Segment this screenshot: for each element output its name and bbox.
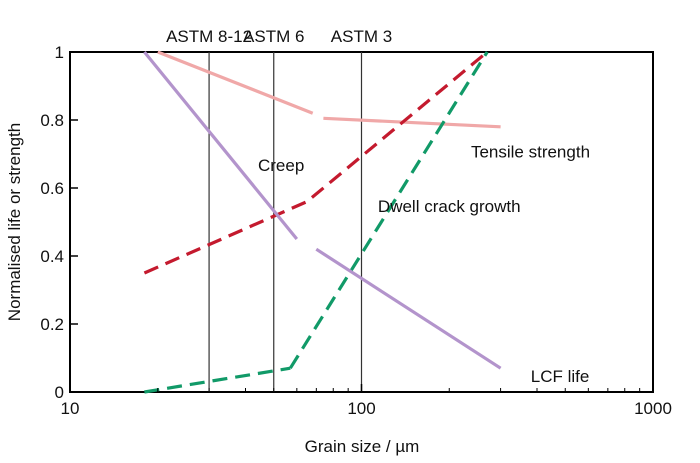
annotation-label: Creep [258, 156, 304, 175]
series-line-tensile-strength [323, 116, 501, 129]
series-line-lcf-life [315, 247, 502, 370]
y-tick-label: 0.6 [40, 179, 64, 198]
x-tick-label: 100 [347, 399, 375, 418]
series-line-lcf-life [143, 50, 299, 241]
y-tick-label: 0 [55, 383, 64, 402]
annotation-label: Dwell crack growth [378, 197, 521, 216]
x-axis-title: Grain size / µm [305, 437, 420, 456]
x-tick-label: 10 [61, 399, 80, 418]
y-tick-label: 0.8 [40, 111, 64, 130]
y-axis-ticks: 0 0.2 0.4 0.6 0.8 1 [40, 43, 78, 402]
x-tick-label: 1000 [634, 399, 672, 418]
y-tick-label: 0.2 [40, 315, 64, 334]
reference-label: ASTM 6 [243, 27, 304, 46]
annotations: Creep Tensile strength Dwell crack growth L… [258, 142, 590, 385]
y-tick-label: 0.4 [40, 247, 64, 266]
x-axis-ticks: 10 100 1000 [61, 384, 672, 418]
annotation-label: LCF life [531, 367, 590, 386]
y-axis-title: Normalised life or strength [5, 123, 24, 321]
reference-label: ASTM 8-12 [166, 27, 252, 46]
series-layer [143, 50, 502, 394]
series-line-dwell-crack-growth [288, 51, 489, 370]
annotation-label: Tensile strength [471, 142, 590, 161]
series-line-dwell-crack-growth [144, 366, 291, 394]
reference-label: ASTM 3 [331, 27, 392, 46]
series-line-tensile-strength [157, 50, 314, 115]
series-line-creep [143, 50, 489, 275]
y-tick-label: 1 [55, 43, 64, 62]
